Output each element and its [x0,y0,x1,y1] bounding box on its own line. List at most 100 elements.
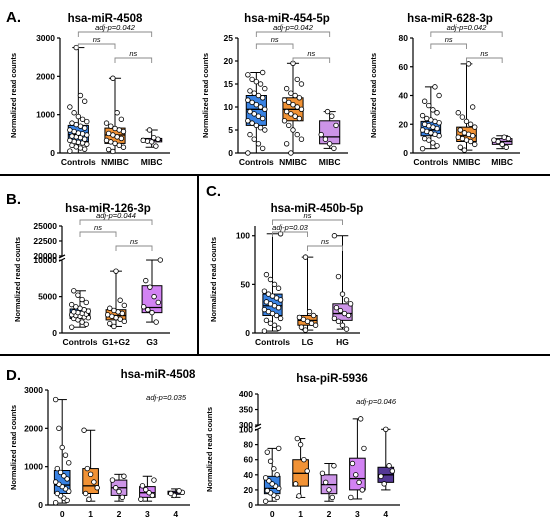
data-point [296,95,303,101]
data-point [297,441,304,448]
data-point [62,452,69,458]
box-group-Controls [68,288,92,330]
data-point [257,124,264,131]
x-tick-label: 2 [117,509,122,519]
data-point [249,120,255,126]
data-point [146,490,152,496]
y-tick-label: 0 [38,500,43,510]
box-group-NMIBC [455,61,478,153]
panel-label: D. [6,367,21,384]
x-tick-label: 2 [327,509,332,519]
data-point [79,116,86,122]
data-point [465,61,472,67]
data-point [264,449,270,455]
data-point [455,134,461,140]
data-point [264,487,270,494]
data-point [339,322,346,328]
data-point [262,106,268,112]
data-point [104,312,111,318]
significance-label: ns [130,237,138,246]
box-group-3 [138,475,157,502]
data-point [335,318,342,325]
data-point [421,98,428,104]
y-tick-label: 300 [239,420,253,430]
y-axis-label: Normalized read counts [201,53,210,138]
chart-title: hsa-miR-4508 [121,369,196,381]
data-point [79,131,86,137]
data-point [75,139,82,145]
data-point [271,281,278,288]
data-point [245,150,251,156]
data-point [262,498,269,504]
y-tick-label: 0 [403,148,408,158]
data-point [276,445,282,452]
x-tick-label: 0 [60,509,65,519]
data-point [121,318,128,325]
chart-title: hsa-miR-126-3p [65,203,151,215]
data-point [329,494,335,501]
data-point [421,135,428,142]
data-point [249,99,255,106]
significance-label: ns [94,223,102,232]
data-point [310,312,317,319]
y-tick-label: 60 [399,62,409,72]
data-point [343,297,350,303]
data-point [257,104,264,110]
y-tick-label: 400 [239,389,253,399]
significance-bracket [272,219,343,225]
data-point [251,136,257,142]
data-point [455,110,461,116]
data-point [288,150,294,156]
x-tick-label: G3 [146,337,158,347]
data-point [339,291,346,297]
data-point [247,108,253,115]
data-point [255,92,262,99]
data-point [71,288,77,294]
data-point [277,231,284,237]
data-point [357,416,364,422]
data-point [421,121,428,127]
box-group-0 [262,445,282,504]
significance-bracket [115,245,153,251]
significance-bracket [255,31,331,37]
data-point [283,85,290,92]
data-point [75,292,81,298]
data-point [292,92,298,99]
data-point [146,127,153,133]
data-point [249,76,255,83]
data-point [151,134,157,141]
data-point [381,481,387,487]
data-point [138,496,144,502]
data-point [67,148,73,154]
data-point [253,101,260,108]
data-point [103,137,110,144]
box-group-0 [52,396,72,506]
data-point [271,466,277,472]
data-point [64,476,70,482]
data-point [91,479,97,485]
y-axis-label: Normalized read counts [9,405,18,490]
data-point [145,307,151,313]
data-point [463,118,470,125]
data-point [73,44,79,51]
significance-bracket [79,231,117,237]
y-tick-label: 3000 [36,33,55,43]
significance-bracket [77,31,153,37]
data-point [306,308,313,315]
y-tick-label: 25 [224,33,234,43]
chart-title: hsa-piR-5936 [296,373,368,385]
data-point [147,284,153,290]
y-tick-label: 10000 [33,255,57,265]
data-point [283,141,290,147]
data-point [292,481,299,487]
significance-label: adj-p=0.042 [95,23,136,32]
significance-label: ns [480,49,488,58]
x-tick-label: Controls [61,157,96,167]
data-point [261,328,268,334]
data-point [501,134,507,140]
x-tick-label: 0 [270,509,275,519]
y-tick-label: 60 [244,455,254,465]
data-point [82,490,89,497]
data-point [277,315,284,322]
data-point [113,485,119,491]
